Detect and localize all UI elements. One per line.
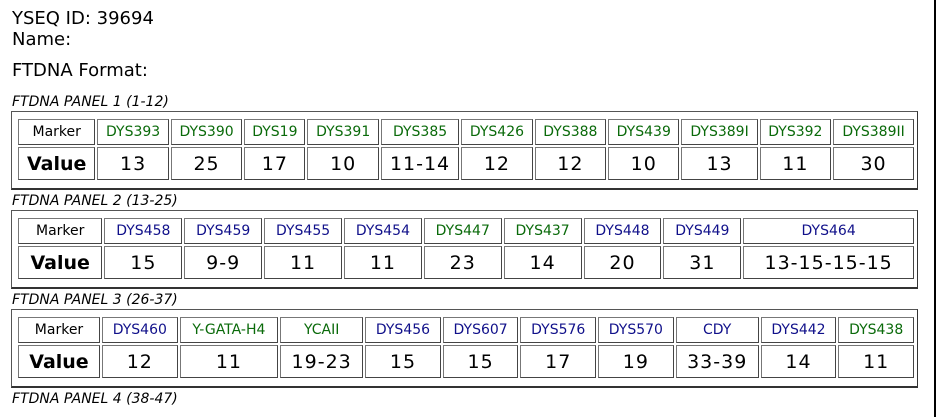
marker-value-cell: 31 [663,246,742,279]
marker-table: Marker DYS393 DYS390 DYS19 DYS391 DYS385 DYS42… [16,117,916,182]
window-edge [934,0,936,417]
marker-value-cell: 14 [760,345,837,378]
marker-name-cell: DYS448 [583,218,662,244]
marker-table: Marker DYS460 Y-GATA-H4 YCAII DYS456 DYS607 DY… [16,315,916,380]
marker-name-cell: DYS426 [461,119,533,145]
value-label: Value [18,246,103,279]
format-label: FTDNA Format: [12,60,148,81]
marker-value-cell: 19-23 [280,345,364,378]
marker-value-cell: 11 [179,345,279,378]
marker-value-cell: 17 [244,147,306,180]
value-row: Value 13 25 17 10 11-14 12 12 10 13 11 30 [18,147,914,180]
marker-name-cell: DYS391 [307,119,379,145]
marker-value-cell: 20 [583,246,662,279]
panel-box: Marker DYS458 DYS459 DYS455 DYS454 DYS447 DYS4… [11,210,918,289]
marker-value-cell: 30 [833,147,914,180]
marker-name-cell: DYS459 [184,218,263,244]
marker-name-cell: Y-GATA-H4 [179,317,279,343]
panel-caption: FTDNA PANEL 4 (38-47) [12,391,178,407]
panel-box: Marker DYS460 Y-GATA-H4 YCAII DYS456 DYS607 DY… [11,309,918,388]
marker-name-cell: DYS388 [534,119,607,145]
marker-name-cell: DYS449 [663,218,742,244]
kit-header: YSEQ ID: 39694 Name: FTDNA Format: [12,8,154,81]
marker-value-cell: 14 [503,246,582,279]
marker-name-cell: DYS464 [743,218,914,244]
marker-label: Marker [18,119,96,145]
marker-name-cell: DYS439 [608,119,680,145]
marker-name-cell: DYS460 [102,317,178,343]
marker-value-cell: 15 [104,246,183,279]
marker-value-cell: 15 [442,345,519,378]
marker-name-cell: DYS454 [343,218,422,244]
marker-row: Marker DYS393 DYS390 DYS19 DYS391 DYS385 DYS42… [18,119,914,145]
value-row: Value 12 11 19-23 15 15 17 19 33-39 14 11 [18,345,914,378]
marker-name-cell: DYS576 [520,317,597,343]
marker-value-cell: 11 [264,246,342,279]
marker-value-cell: 12 [461,147,533,180]
marker-name-cell: DYS456 [365,317,441,343]
marker-value-cell: 25 [170,147,243,180]
marker-name-cell: DYS392 [759,119,832,145]
marker-row: Marker DYS460 Y-GATA-H4 YCAII DYS456 DYS607 DY… [18,317,914,343]
panels-container: FTDNA PANEL 1 (1-12) Marker DYS393 DYS390 DY… [11,93,918,408]
marker-label: Marker [18,218,103,244]
marker-name-cell: DYS458 [104,218,183,244]
marker-value-cell: 23 [423,246,502,279]
panel-box: Marker DYS393 DYS390 DYS19 DYS391 DYS385 DYS42… [11,111,918,190]
marker-name-cell: DYS389I [681,119,758,145]
marker-name-cell: DYS393 [97,119,169,145]
panel-caption: FTDNA PANEL 2 (13-25) [12,193,178,209]
marker-value-cell: 33-39 [675,345,759,378]
marker-value-cell: 13-15-15-15 [743,246,914,279]
marker-name-cell: DYS390 [170,119,243,145]
marker-value-cell: 12 [534,147,607,180]
name-label: Name: [12,29,72,50]
value-label: Value [18,345,100,378]
marker-value-cell: 11-14 [380,147,460,180]
marker-table: Marker DYS458 DYS459 DYS455 DYS454 DYS447 DYS4… [16,216,916,281]
marker-name-cell: DYS570 [598,317,674,343]
marker-name-cell: DYS442 [760,317,837,343]
panel-caption: FTDNA PANEL 3 (26-37) [12,292,178,308]
marker-value-cell: 15 [365,345,441,378]
marker-name-cell: DYS437 [503,218,582,244]
panel-caption: FTDNA PANEL 1 (1-12) [12,94,169,110]
marker-value-cell: 11 [838,345,914,378]
marker-row: Marker DYS458 DYS459 DYS455 DYS454 DYS447 DYS4… [18,218,914,244]
marker-name-cell: DYS447 [423,218,502,244]
marker-value-cell: 11 [759,147,832,180]
yseq-id: YSEQ ID: 39694 [12,8,154,29]
marker-name-cell: DYS19 [244,119,306,145]
marker-value-cell: 19 [598,345,674,378]
marker-name-cell: DYS455 [264,218,342,244]
marker-value-cell: 17 [520,345,597,378]
value-row: Value 15 9-9 11 11 23 14 20 31 13-15-15-15 [18,246,914,279]
marker-value-cell: 12 [102,345,178,378]
marker-value-cell: 9-9 [184,246,263,279]
marker-name-cell: DYS438 [838,317,914,343]
marker-label: Marker [18,317,100,343]
marker-name-cell: DYS385 [380,119,460,145]
marker-name-cell: CDY [675,317,759,343]
marker-value-cell: 10 [307,147,379,180]
marker-name-cell: DYS389II [833,119,914,145]
marker-value-cell: 11 [343,246,422,279]
marker-name-cell: YCAII [280,317,364,343]
marker-value-cell: 13 [681,147,758,180]
value-label: Value [18,147,96,180]
marker-name-cell: DYS607 [442,317,519,343]
marker-value-cell: 10 [608,147,680,180]
marker-value-cell: 13 [97,147,169,180]
